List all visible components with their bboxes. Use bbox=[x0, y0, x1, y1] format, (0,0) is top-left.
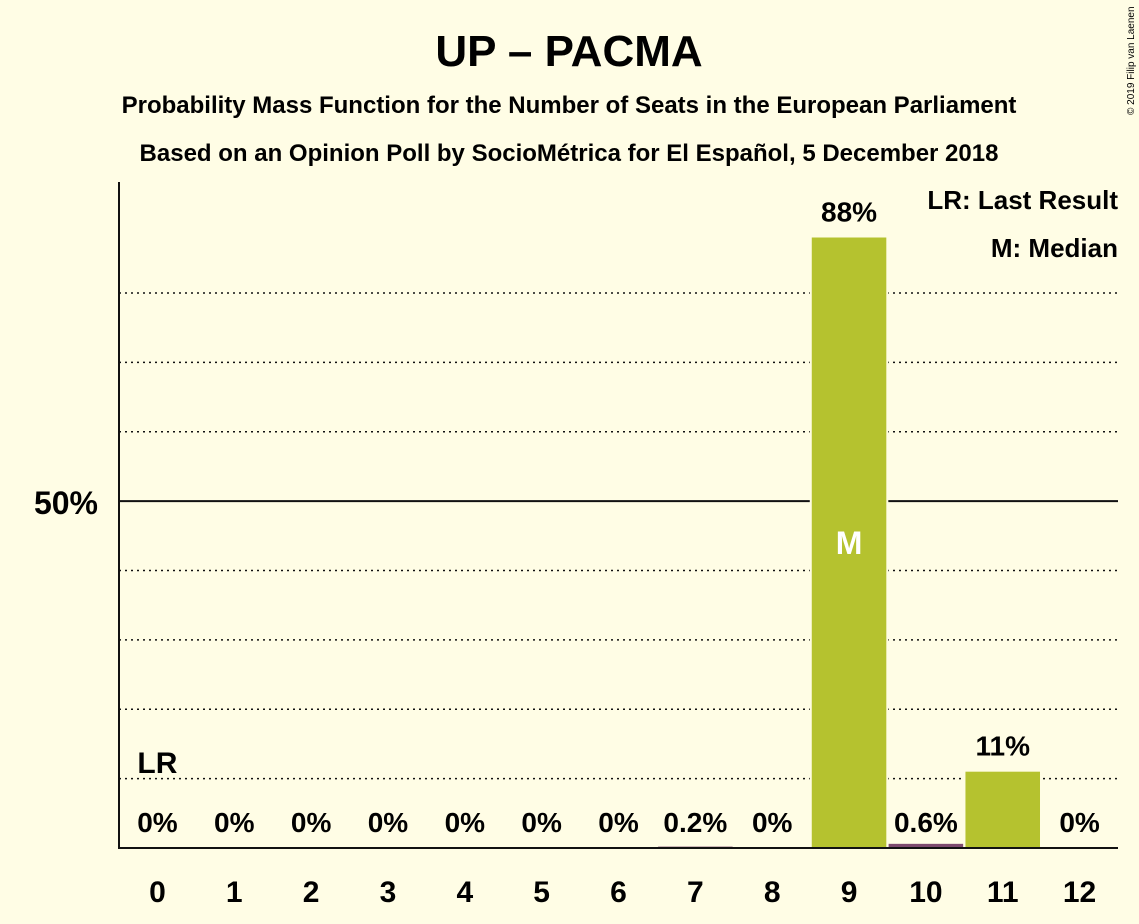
x-tick-6: 6 bbox=[610, 876, 627, 909]
bar-seat-10 bbox=[888, 843, 964, 848]
chart-title: UP – PACMA bbox=[435, 27, 702, 76]
bars bbox=[656, 235, 1043, 848]
x-tick-labels: 0 1 2 3 4 5 6 7 8 9 10 11 12 bbox=[149, 876, 1096, 909]
x-tick-3: 3 bbox=[380, 876, 397, 909]
x-tick-2: 2 bbox=[303, 876, 320, 909]
x-tick-1: 1 bbox=[226, 876, 243, 909]
x-tick-4: 4 bbox=[456, 876, 473, 909]
value-label-7: 0.2% bbox=[663, 807, 727, 838]
value-label-4: 0% bbox=[445, 807, 486, 838]
x-tick-5: 5 bbox=[533, 876, 550, 909]
bar-seat-9 bbox=[811, 237, 887, 848]
chart-subtitle-1: Probability Mass Function for the Number… bbox=[122, 92, 1017, 119]
x-tick-7: 7 bbox=[687, 876, 704, 909]
value-label-8: 0% bbox=[752, 807, 793, 838]
value-label-12: 0% bbox=[1059, 807, 1100, 838]
bar-seat-11 bbox=[965, 771, 1041, 848]
value-label-11: 11% bbox=[975, 731, 1030, 762]
x-tick-8: 8 bbox=[764, 876, 781, 909]
value-label-10: 0.6% bbox=[894, 807, 958, 838]
x-tick-0: 0 bbox=[149, 876, 166, 909]
value-labels: 0% LR 0% 0% 0% 0% 0% 0% 0.2% 0% 88% M 0.6% 11% 0% bbox=[137, 197, 1100, 839]
chart-subtitle-2: Based on an Opinion Poll by SocioMétrica… bbox=[140, 140, 999, 167]
x-tick-9: 9 bbox=[841, 876, 858, 909]
legend-last-result: LR: Last Result bbox=[927, 185, 1118, 215]
value-label-2: 0% bbox=[291, 807, 332, 838]
copyright-notice: © 2019 Filip van Laenen bbox=[1126, 6, 1137, 115]
value-label-3: 0% bbox=[368, 807, 409, 838]
value-label-9: 88% bbox=[821, 197, 877, 228]
value-label-1: 0% bbox=[214, 807, 255, 838]
median-marker: M bbox=[836, 525, 863, 561]
last-result-marker: LR bbox=[137, 747, 177, 780]
legend-median: M: Median bbox=[991, 233, 1118, 263]
x-tick-11: 11 bbox=[987, 876, 1019, 909]
value-label-6: 0% bbox=[598, 807, 639, 838]
x-tick-12: 12 bbox=[1063, 876, 1096, 909]
y-tick-label-50: 50% bbox=[34, 485, 98, 521]
value-label-0: 0% bbox=[137, 807, 178, 838]
gridlines bbox=[119, 292, 1118, 780]
x-tick-10: 10 bbox=[909, 876, 942, 909]
bar-gap-7 bbox=[656, 844, 735, 848]
value-label-5: 0% bbox=[521, 807, 562, 838]
